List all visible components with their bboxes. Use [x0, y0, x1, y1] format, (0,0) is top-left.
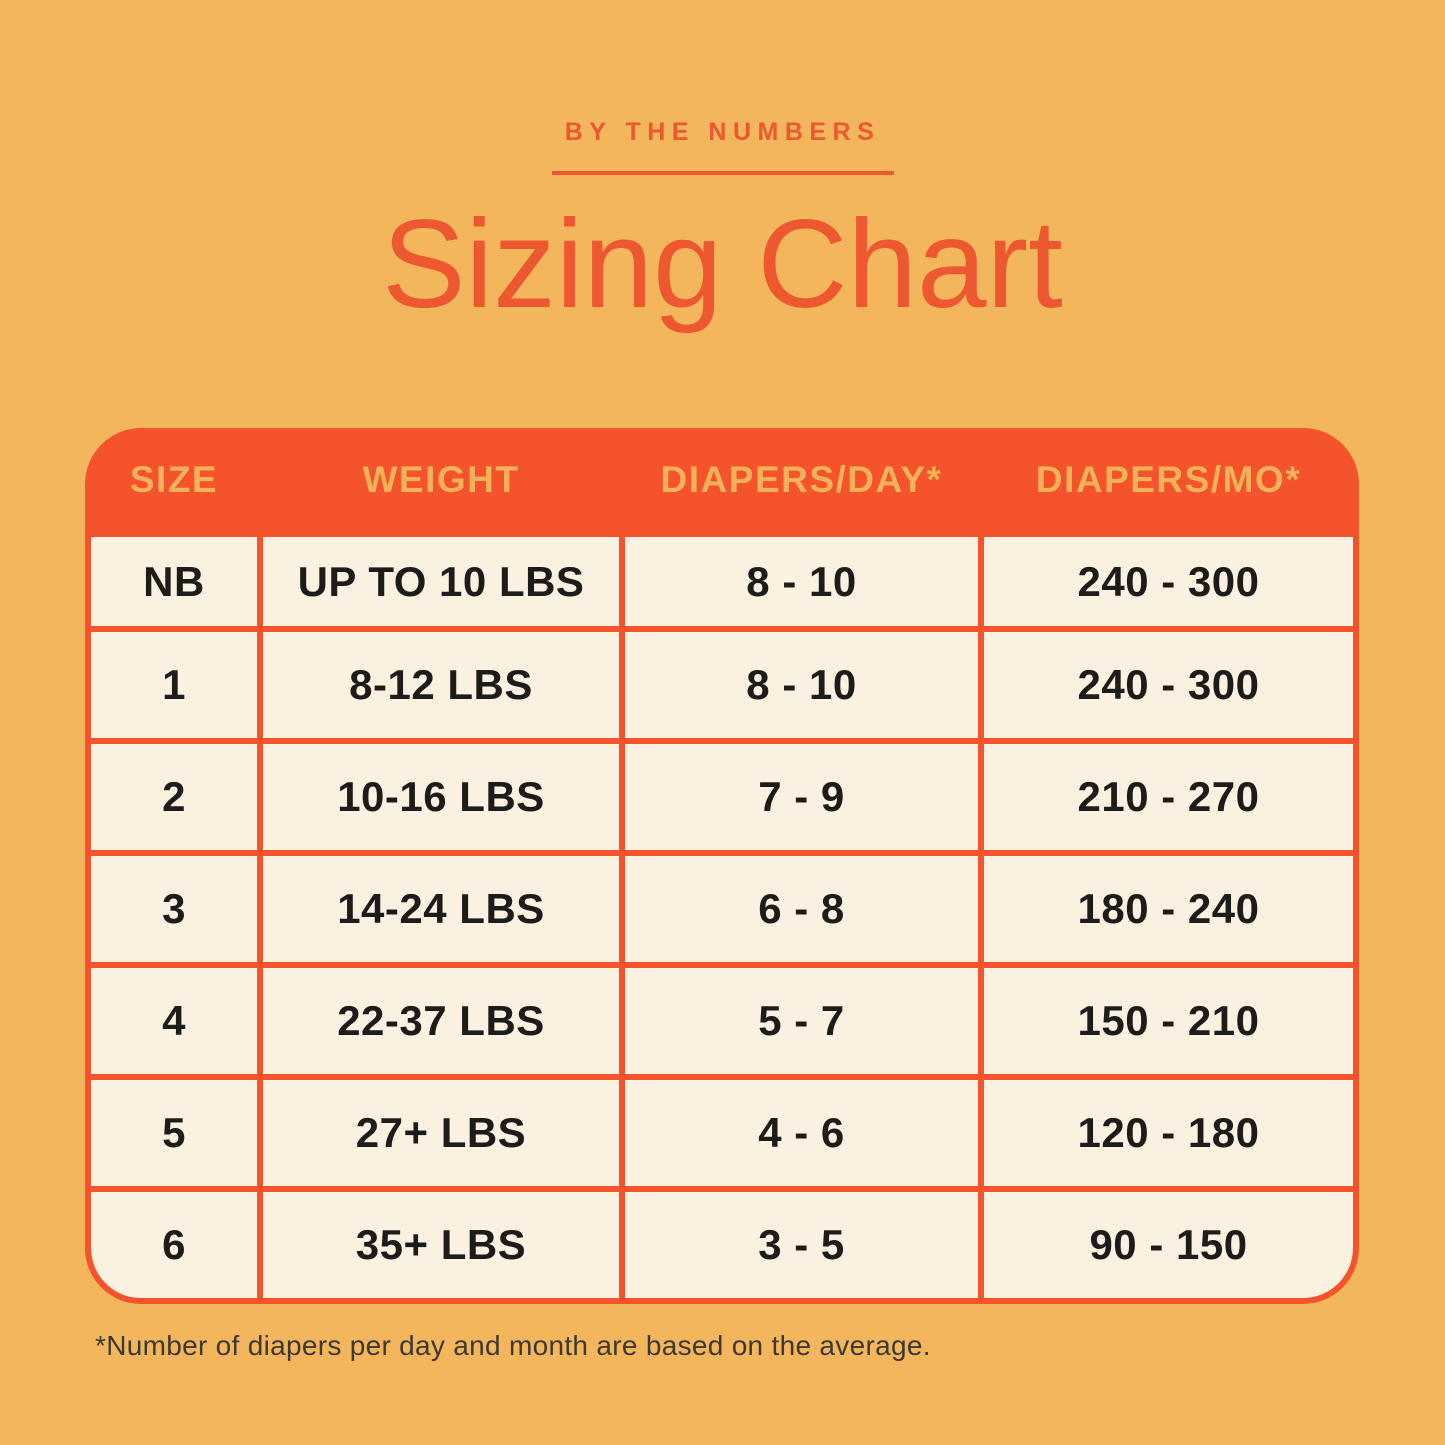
table-cell: UP TO 10 LBS [263, 537, 619, 626]
page-title: Sizing Chart [382, 195, 1063, 334]
table-cell: 240 - 300 [984, 537, 1353, 626]
table-cell: 210 - 270 [984, 744, 1353, 850]
table-cell: 6 - 8 [625, 856, 978, 962]
table-cell: 180 - 240 [984, 856, 1353, 962]
table-cell: 8 - 10 [625, 632, 978, 738]
footnote: *Number of diapers per day and month are… [95, 1330, 931, 1361]
table-cell: 6 [91, 1192, 257, 1298]
table-cell: 27+ LBS [263, 1080, 619, 1186]
table-cell: 5 [91, 1080, 257, 1186]
column-header-weight: WEIGHT [362, 458, 520, 500]
eyebrow-underline [551, 171, 894, 175]
table-cell: 120 - 180 [984, 1080, 1353, 1186]
column-header-diapers-mo: DIAPERS/MO* [1035, 458, 1302, 500]
eyebrow-title: BY THE NUMBERS [564, 118, 881, 146]
column-header-size: SIZE [129, 458, 219, 500]
table-cell: 3 - 5 [625, 1192, 978, 1298]
table-cell: 90 - 150 [984, 1192, 1353, 1298]
table-cell: 3 [91, 856, 257, 962]
table-cell: 5 - 7 [625, 968, 978, 1074]
table-cell: 4 [91, 968, 257, 1074]
table-cell: 1 [91, 632, 257, 738]
table-cell: 150 - 210 [984, 968, 1353, 1074]
table-cell: 35+ LBS [263, 1192, 619, 1298]
table-cell: 10-16 LBS [263, 744, 619, 850]
table-cell: 4 - 6 [625, 1080, 978, 1186]
sizing-table: SIZE WEIGHT DIAPERS/DAY* DIAPERS/MO* NB U… [85, 428, 1359, 1304]
table-cell: 7 - 9 [625, 744, 978, 850]
table-cell: NB [91, 537, 257, 626]
table-cell: 22-37 LBS [263, 968, 619, 1074]
table-cell: 8 - 10 [625, 537, 978, 626]
table-cell: 14-24 LBS [263, 856, 619, 962]
table-cell: 8-12 LBS [263, 632, 619, 738]
column-header-diapers-day: DIAPERS/DAY* [660, 458, 943, 500]
table-cell: 240 - 300 [984, 632, 1353, 738]
table-cell: 2 [91, 744, 257, 850]
